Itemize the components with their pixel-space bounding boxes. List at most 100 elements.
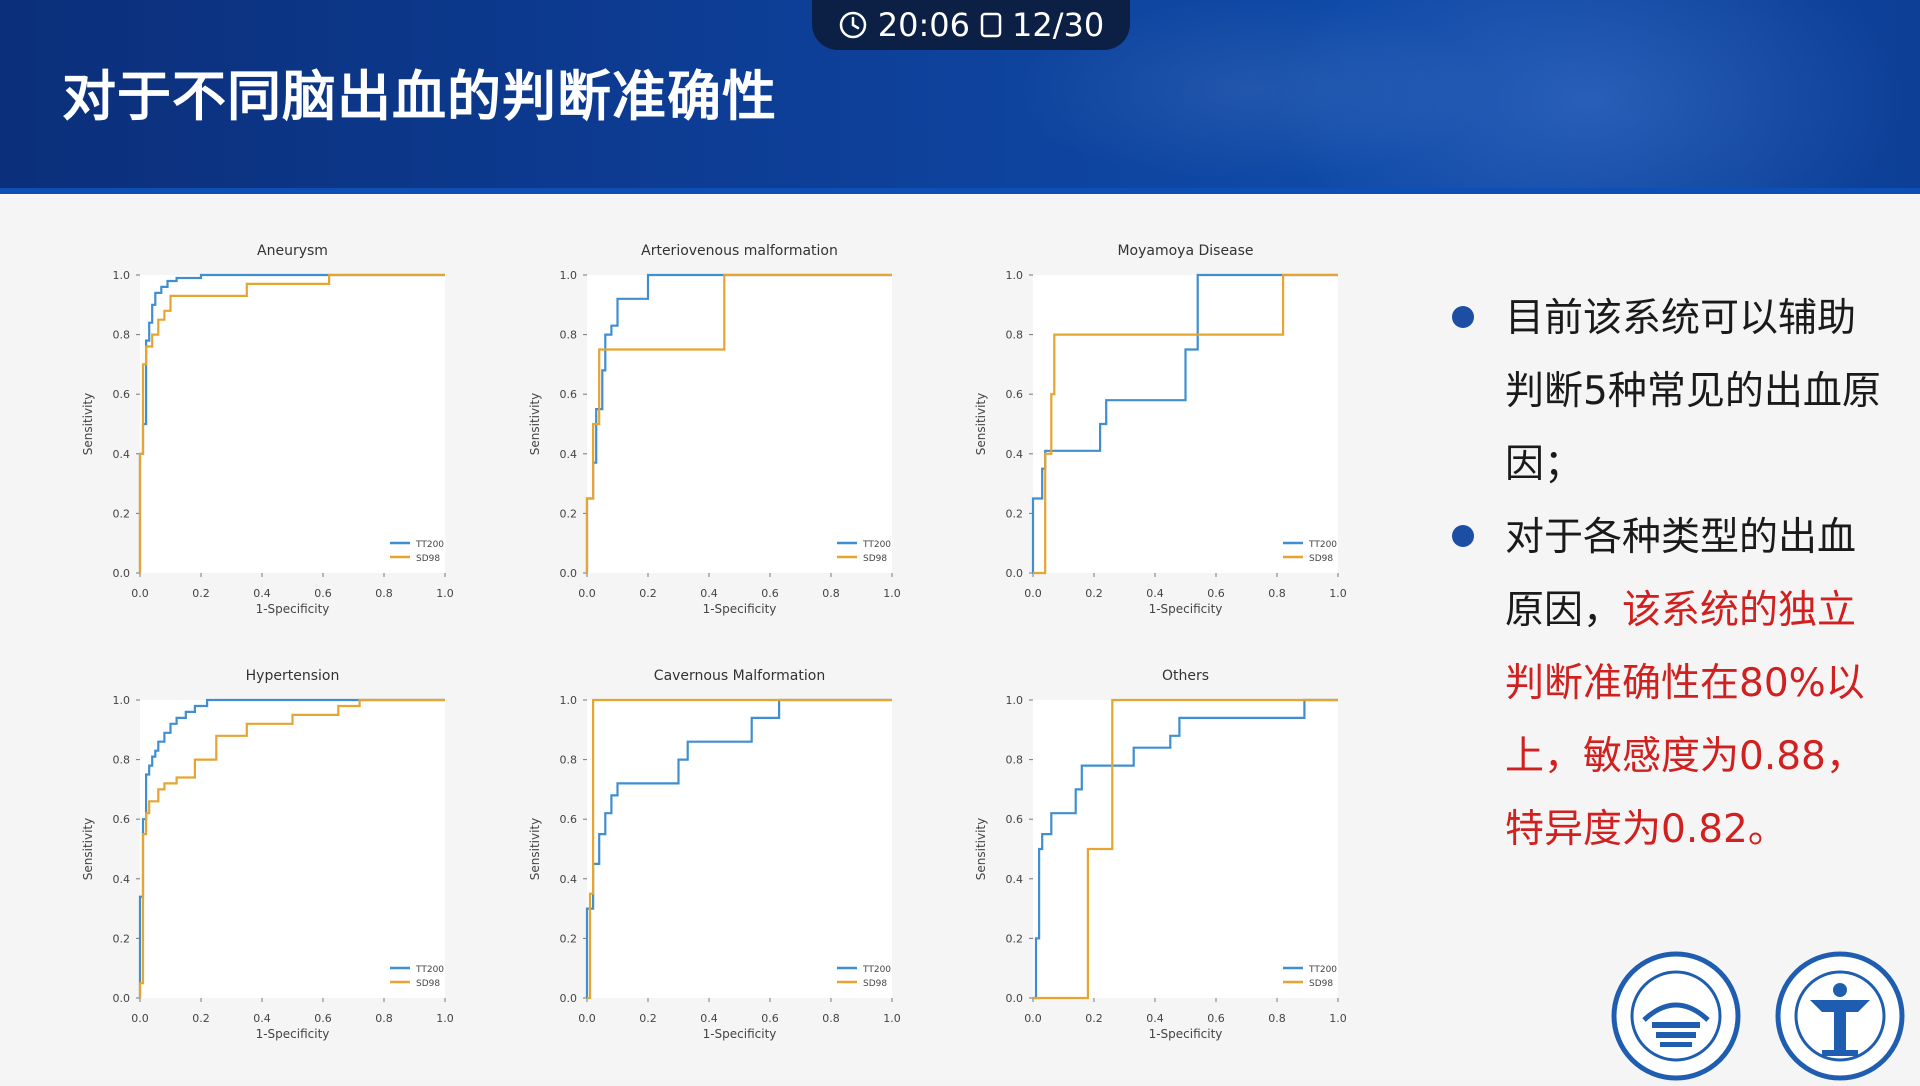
x-tick-label: 0.8 <box>375 587 393 600</box>
x-axis-label: 1-Specificity <box>703 602 777 616</box>
y-tick-label: 1.0 <box>1006 694 1024 707</box>
y-tick-label: 0.0 <box>113 567 131 580</box>
y-tick-label: 0.4 <box>1006 873 1024 886</box>
series-line-sd98 <box>585 273 892 573</box>
series-line-sd98 <box>138 273 445 573</box>
status-pill: 20:06 12/30 <box>812 0 1130 50</box>
y-tick-label: 0.4 <box>113 873 131 886</box>
legend-label: SD98 <box>416 979 440 989</box>
series-line-tt200 <box>1031 273 1338 573</box>
plot-area <box>140 275 445 573</box>
y-tick-label: 1.0 <box>113 694 131 707</box>
y-tick-label: 0.0 <box>113 992 131 1005</box>
y-tick-label: 0.8 <box>1006 329 1024 342</box>
x-tick-label: 1.0 <box>1329 1012 1347 1025</box>
roc-chart: Hypertension 0.0 0.2 0.4 0.6 0.8 1.0 0.0 0.2 0.4 0… <box>81 668 454 1041</box>
y-tick-label: 1.0 <box>560 694 578 707</box>
clock-icon <box>838 10 868 40</box>
x-tick-label: 1.0 <box>883 1012 901 1025</box>
status-page: 12/30 <box>1012 6 1105 44</box>
y-tick-label: 0.2 <box>1006 507 1024 520</box>
x-tick-label: 0.2 <box>639 587 657 600</box>
x-tick-label: 0.6 <box>314 1012 332 1025</box>
x-tick-label: 0.6 <box>761 587 779 600</box>
y-tick-label: 0.2 <box>113 507 131 520</box>
plot-area <box>587 700 892 998</box>
chart-title: Cavernous Malformation <box>654 668 825 684</box>
x-tick-label: 0.2 <box>639 1012 657 1025</box>
y-axis-label: Sensitivity <box>974 393 988 455</box>
y-tick-label: 0.4 <box>1006 448 1024 461</box>
y-tick-label: 0.0 <box>1006 992 1024 1005</box>
x-tick-label: 1.0 <box>436 1012 454 1025</box>
bullet-dot-icon <box>1452 525 1474 547</box>
y-tick-label: 0.8 <box>560 329 578 342</box>
x-tick-label: 0.0 <box>578 1012 596 1025</box>
x-tick-label: 0.4 <box>253 587 271 600</box>
series-line-tt200 <box>1033 698 1338 1000</box>
legend-label: SD98 <box>863 979 887 989</box>
legend-label: TT200 <box>862 965 891 975</box>
legend-label: TT200 <box>862 540 891 550</box>
y-axis-label: Sensitivity <box>528 818 542 880</box>
x-tick-label: 0.4 <box>700 587 718 600</box>
chart-title: Others <box>1162 668 1209 684</box>
x-tick-label: 0.0 <box>131 587 149 600</box>
x-tick-label: 0.6 <box>1207 1012 1225 1025</box>
bullet-item: 对于各种类型的出血原因，该系统的独立判断准确性在80%以上，敏感度为0.88，特… <box>1450 501 1890 866</box>
x-tick-label: 1.0 <box>1329 587 1347 600</box>
bullet-text: 目前该系统可以辅助判断5种常见的出血原因； <box>1505 296 1881 487</box>
y-tick-label: 0.8 <box>113 329 131 342</box>
plot-area <box>1033 700 1338 998</box>
y-tick-label: 0.2 <box>113 932 131 945</box>
x-axis-label: 1-Specificity <box>1149 1027 1223 1041</box>
x-tick-label: 0.0 <box>131 1012 149 1025</box>
series-line-tt200 <box>585 698 892 998</box>
x-axis-label: 1-Specificity <box>256 602 330 616</box>
y-tick-label: 0.6 <box>113 813 131 826</box>
legend-label: SD98 <box>1309 979 1333 989</box>
x-tick-label: 0.6 <box>761 1012 779 1025</box>
roc-chart: Moyamoya Disease 0.0 0.2 0.4 0.6 0.8 1.0 0.0 0.2… <box>974 243 1347 616</box>
x-tick-label: 0.6 <box>314 587 332 600</box>
y-axis-label: Sensitivity <box>81 818 95 880</box>
y-tick-label: 0.4 <box>560 448 578 461</box>
chart-title: Hypertension <box>246 668 340 684</box>
series-line-sd98 <box>587 698 892 1000</box>
x-tick-label: 0.2 <box>192 1012 210 1025</box>
chart-title: Arteriovenous malformation <box>641 243 838 259</box>
x-tick-label: 1.0 <box>436 587 454 600</box>
x-tick-label: 1.0 <box>883 587 901 600</box>
series-line-sd98 <box>1033 698 1338 1000</box>
x-axis-label: 1-Specificity <box>1149 602 1223 616</box>
legend-label: SD98 <box>863 554 887 564</box>
bullet-dot-icon <box>1452 306 1474 328</box>
x-tick-label: 0.0 <box>578 587 596 600</box>
roc-chart: Aneurysm 0.0 0.2 0.4 0.6 0.8 1.0 0.0 0.2 0.4 0.6 0.… <box>81 243 454 616</box>
y-tick-label: 0.4 <box>113 448 131 461</box>
y-tick-label: 0.6 <box>1006 813 1024 826</box>
legend-label: TT200 <box>1308 540 1337 550</box>
x-axis-label: 1-Specificity <box>256 1027 330 1041</box>
y-axis-label: Sensitivity <box>81 393 95 455</box>
x-tick-label: 0.8 <box>822 1012 840 1025</box>
chart-title: Aneurysm <box>257 243 328 259</box>
roc-chart: Arteriovenous malformation 0.0 0.2 0.4 0.6 0.… <box>528 243 901 616</box>
legend-label: TT200 <box>415 965 444 975</box>
y-tick-label: 0.8 <box>113 754 131 767</box>
page-icon <box>980 12 1002 38</box>
chart-title: Moyamoya Disease <box>1117 243 1253 259</box>
bullet-item: 目前该系统可以辅助判断5种常见的出血原因； <box>1450 282 1890 501</box>
x-tick-label: 0.6 <box>1207 587 1225 600</box>
y-tick-label: 0.0 <box>560 992 578 1005</box>
legend-label: TT200 <box>1308 965 1337 975</box>
y-tick-label: 0.6 <box>560 813 578 826</box>
x-tick-label: 0.8 <box>1268 1012 1286 1025</box>
y-tick-label: 0.8 <box>1006 754 1024 767</box>
series-line-sd98 <box>138 698 445 998</box>
y-tick-label: 1.0 <box>560 269 578 282</box>
y-tick-label: 0.6 <box>113 388 131 401</box>
x-tick-label: 0.2 <box>1085 587 1103 600</box>
y-tick-label: 0.8 <box>560 754 578 767</box>
y-tick-label: 0.2 <box>560 507 578 520</box>
